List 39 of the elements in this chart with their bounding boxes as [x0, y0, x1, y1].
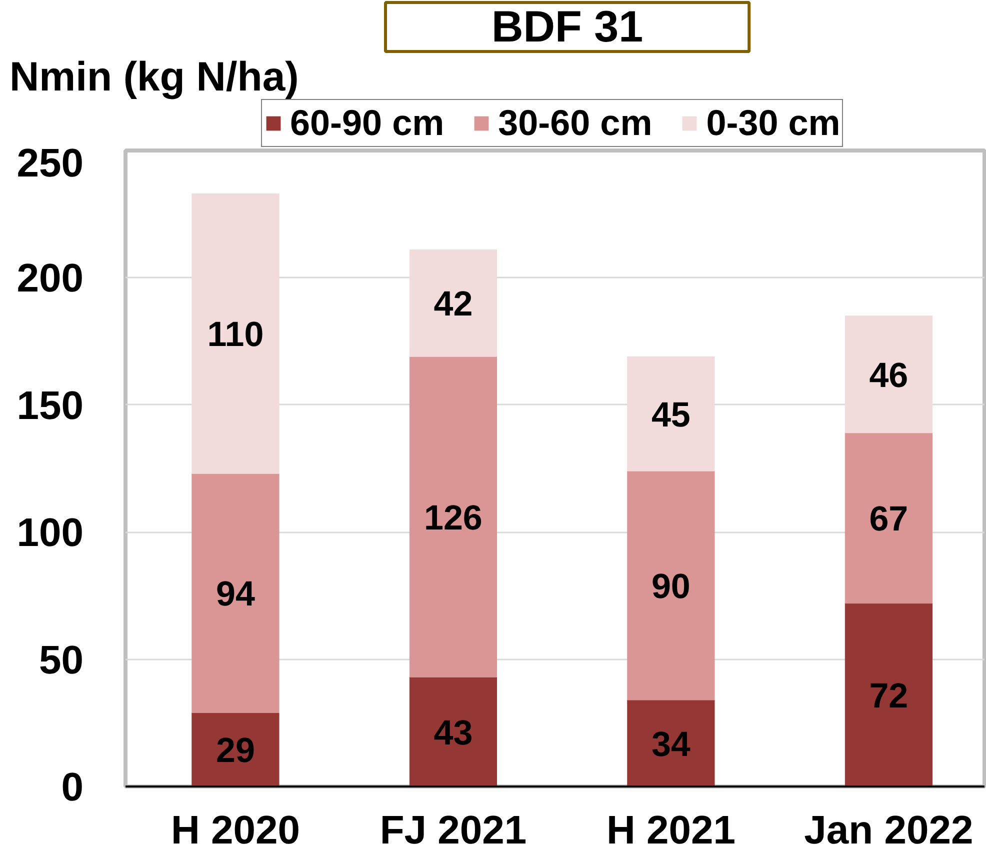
- bar: [409, 249, 498, 357]
- bar: [192, 712, 280, 786]
- y-tick-label: 0: [61, 766, 84, 810]
- legend-label: 0-30 cm: [706, 102, 840, 144]
- data-label: 29: [216, 731, 255, 770]
- data-label: 67: [869, 500, 908, 539]
- data-label: 90: [651, 567, 690, 606]
- bar: [844, 316, 932, 434]
- x-tick-label: FJ 2021: [380, 808, 527, 852]
- bar: [844, 432, 932, 604]
- bar: [192, 473, 280, 713]
- legend-label: 30-60 cm: [498, 102, 652, 144]
- x-tick-label: H 2021: [606, 808, 736, 852]
- y-tick-label: 200: [16, 256, 84, 301]
- x-tick-label: H 2020: [170, 808, 300, 852]
- bar: [192, 194, 280, 474]
- y-tick-label: 150: [16, 384, 84, 428]
- data-label: 42: [434, 284, 473, 324]
- data-label: 45: [651, 395, 690, 434]
- chart-title: BDF 31: [492, 2, 644, 52]
- data-label: 46: [869, 356, 908, 395]
- bar: [409, 356, 498, 678]
- bar: [627, 356, 715, 472]
- bar: [627, 700, 715, 786]
- data-label: 72: [869, 676, 908, 716]
- data-label: 94: [216, 574, 256, 614]
- bar: [627, 470, 715, 700]
- data-label: 34: [651, 724, 691, 764]
- data-label: 126: [424, 498, 482, 538]
- y-tick-label: 50: [39, 638, 84, 682]
- x-tick-label: Jan 2022: [804, 808, 974, 852]
- y-tick-label: 250: [16, 142, 84, 186]
- bar: [409, 676, 498, 786]
- y-tick-label: 100: [16, 511, 84, 556]
- legend-label: 60-90 cm: [290, 102, 444, 144]
- y-axis-title: Nmin (kg N/ha): [10, 54, 299, 100]
- bar: [844, 603, 932, 786]
- data-label: 110: [207, 315, 264, 354]
- data-label: 43: [434, 713, 473, 752]
